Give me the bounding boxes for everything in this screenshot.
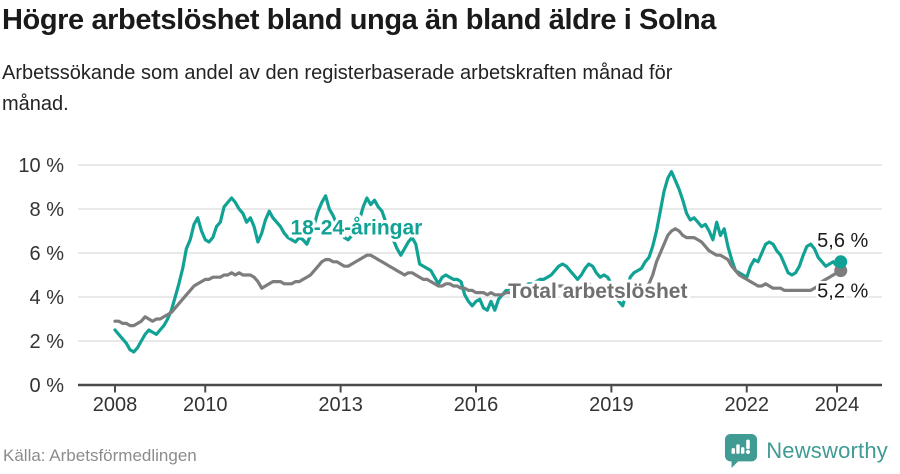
- source-note: Källa: Arbetsförmedlingen: [3, 446, 197, 465]
- x-axis-label: 2024: [815, 394, 860, 416]
- x-axis-label: 2016: [454, 394, 499, 416]
- page-subtitle: Arbetssökande som andel av den registerb…: [2, 62, 673, 115]
- newsworthy-logo-icon: [725, 433, 758, 468]
- newsworthy-wordmark: Newsworthy: [766, 437, 888, 463]
- x-axis-label: 2019: [589, 394, 634, 416]
- newsworthy-brand: Newsworthy: [724, 433, 888, 468]
- series-line-0: [113, 170, 843, 354]
- series-end-dot-0: [834, 255, 848, 269]
- series-end-label-1: 5,2 %: [817, 281, 868, 303]
- y-axis-label: 10 %: [18, 155, 64, 177]
- x-axis-label: 2013: [318, 394, 363, 416]
- series-label-0: 18-24-åringar: [290, 217, 422, 240]
- x-axis-label: 2022: [725, 394, 770, 416]
- y-axis-label: 8 %: [30, 199, 65, 221]
- y-axis-label: 6 %: [30, 243, 65, 265]
- page-title: Högre arbetslöshet bland unga än bland ä…: [2, 4, 716, 36]
- x-axis-label: 2008: [93, 394, 138, 416]
- x-axis-label: 2010: [183, 394, 228, 416]
- series-label-1: Total arbetslöshet: [508, 280, 687, 303]
- series-line-1: [113, 227, 843, 328]
- y-axis-label: 4 %: [30, 287, 65, 309]
- y-axis-label: 0 %: [30, 375, 65, 397]
- y-axis-label: 2 %: [30, 331, 65, 353]
- series-end-label-0: 5,6 %: [817, 230, 868, 252]
